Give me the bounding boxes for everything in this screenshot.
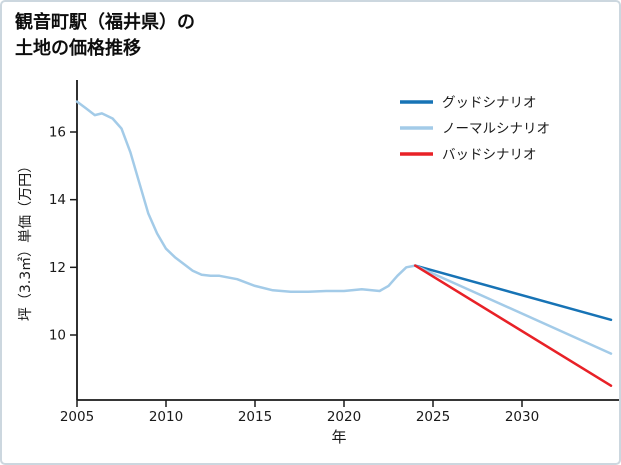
y-tick-label: 12	[49, 260, 66, 276]
x-tick-label: 2030	[505, 409, 539, 425]
y-axis-label: 坪（3.3㎡）単価（万円）	[18, 159, 34, 321]
x-tick-label: 2005	[60, 409, 94, 425]
y-tick-label: 10	[49, 328, 66, 344]
series-line-good	[413, 264, 613, 322]
chart-title-line1: 観音町駅（福井県）の	[15, 12, 195, 33]
legend-label-normal: ノーマルシナリオ	[442, 121, 550, 137]
series-line-normal	[413, 264, 613, 355]
series-lines	[75, 100, 613, 387]
chart-title: 観音町駅（福井県）の 土地の価格推移	[15, 10, 195, 62]
series-line-history	[75, 100, 417, 293]
x-tick-label: 2025	[416, 409, 450, 425]
y-tick-label: 14	[49, 192, 66, 208]
legend-label-bad: バッドシナリオ	[442, 147, 537, 163]
y-tick-label: 16	[49, 125, 66, 141]
x-tick-label: 2020	[327, 409, 361, 425]
series-line-bad	[413, 264, 613, 387]
x-tick-label: 2015	[238, 409, 272, 425]
x-axis-label: 年	[331, 428, 346, 446]
axes: 10 12 14 16 2005 2010 2015 2020 2025 2030	[49, 80, 619, 425]
chart-title-line2: 土地の価格推移	[15, 38, 141, 59]
x-tick-label: 2010	[149, 409, 183, 425]
legend-label-good: グッドシナリオ	[442, 95, 537, 111]
